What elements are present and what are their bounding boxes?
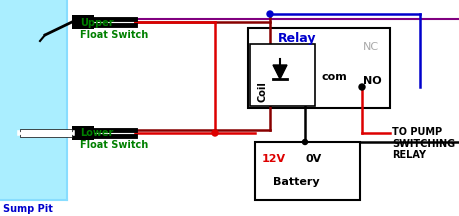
Bar [72,15,94,29]
Circle shape [302,140,308,145]
Bar [248,28,390,108]
Text: Upper
Float Switch: Upper Float Switch [80,18,148,40]
Text: NC: NC [363,42,379,52]
Text: 0V: 0V [305,154,321,164]
Text: com: com [322,72,348,82]
Text: Lower
Float Switch: Lower Float Switch [80,128,148,150]
Text: Battery: Battery [273,177,319,187]
Text: Sump Pit: Sump Pit [3,204,53,214]
Circle shape [359,84,365,90]
Circle shape [212,130,218,136]
Bar [250,44,315,106]
Polygon shape [273,65,287,79]
Text: Relay: Relay [278,32,317,45]
Text: 12V: 12V [262,154,286,164]
Text: Coil: Coil [257,82,267,102]
Circle shape [267,11,273,17]
Bar [72,126,94,140]
Bar [255,142,360,200]
Bar [20,129,72,137]
Bar [0,0,67,200]
Text: TO PUMP
SWITCHING
RELAY: TO PUMP SWITCHING RELAY [392,127,455,160]
Text: NO: NO [363,76,381,86]
